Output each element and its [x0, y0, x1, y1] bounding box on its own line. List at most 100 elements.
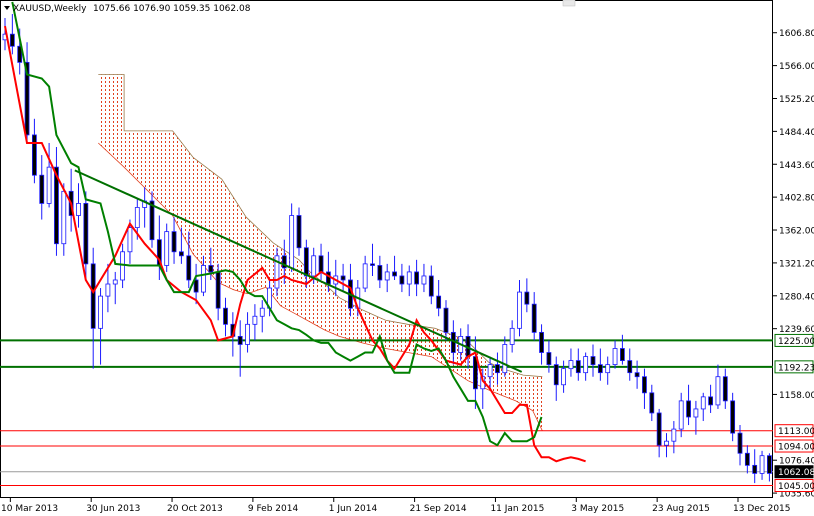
x-tick-label: 11 Jan 2015	[490, 504, 544, 514]
price-label-box	[774, 465, 814, 479]
candle-body	[487, 364, 493, 378]
candle-body	[531, 303, 537, 333]
candle-body	[443, 307, 449, 333]
candle-body	[9, 33, 15, 47]
candle-body	[61, 190, 67, 245]
candle-body	[583, 356, 589, 374]
x-tick-label: 3 May 2015	[571, 504, 624, 514]
candle-body	[671, 428, 677, 442]
x-tick-label: 10 Mar 2013	[1, 504, 58, 514]
y-tick-label: 1321.20	[779, 259, 814, 269]
candle-body	[296, 215, 302, 249]
price-label-text: 1094.00	[778, 443, 814, 453]
price-label-box	[774, 479, 814, 493]
price-labels: 1225.00 1192.23 1113.00 1094.00 1062.08 1045.…	[774, 333, 814, 493]
candle-body	[54, 166, 59, 245]
x-tick-label: 13 Dec 2015	[733, 504, 791, 514]
candle-body	[245, 323, 250, 345]
plot-frame	[0, 0, 773, 498]
x-tick-label: 23 Aug 2015	[652, 504, 710, 514]
candle-body	[362, 263, 368, 289]
candle-body	[715, 376, 721, 406]
y-tick-label: 1606.80	[779, 29, 814, 39]
candle-body	[509, 327, 515, 345]
candle-body	[281, 255, 287, 269]
candle-body	[384, 271, 390, 281]
candle-body	[700, 396, 706, 410]
indicator-lines	[4, 1, 586, 463]
scroll-button[interactable]	[562, 0, 576, 7]
candle-body	[201, 265, 206, 293]
candle-body	[605, 364, 611, 374]
candle-body	[590, 356, 596, 366]
plot-area	[0, 1, 773, 487]
candle-body	[656, 412, 662, 446]
symbol-label: XAUUSD,Weekly	[13, 4, 87, 14]
price-label-box	[774, 439, 814, 453]
trendline	[74, 169, 523, 373]
candle-body	[303, 247, 309, 277]
candle-body	[370, 263, 375, 266]
x-tick-label: 1 Jun 2014	[329, 504, 378, 514]
price-label-text: 1192.23	[778, 363, 814, 373]
tenkan-line	[4, 25, 586, 463]
candle-body	[406, 271, 412, 285]
candle-body	[83, 203, 89, 265]
candle-body	[32, 134, 37, 176]
y-tick-label: 1525.20	[779, 95, 814, 105]
candles	[2, 14, 772, 484]
y-tick-label: 1484.40	[779, 128, 814, 138]
y-tick-label: 1362.00	[779, 227, 814, 237]
candle-body	[127, 227, 133, 253]
candle-body	[620, 348, 625, 361]
trendline-layer	[74, 169, 523, 373]
candle-body	[98, 295, 103, 329]
x-tick-label: 9 Feb 2014	[248, 504, 299, 514]
price-label-box	[774, 360, 814, 374]
candle-body	[568, 360, 574, 370]
candle-body	[90, 263, 96, 329]
candle-body	[105, 283, 111, 297]
price-label-box	[774, 333, 814, 347]
y-tick-label: 1076.40	[779, 457, 814, 467]
candle-body	[24, 61, 30, 136]
candle-body	[517, 291, 522, 329]
y-tick-label: 1158.00	[779, 391, 814, 401]
candle-body	[414, 271, 420, 285]
candle-body	[171, 231, 177, 253]
candle-body	[39, 174, 45, 204]
candle-body	[274, 255, 280, 289]
candle-body	[730, 400, 736, 434]
x-tick-label: 20 Oct 2013	[167, 504, 223, 514]
candle-body	[120, 251, 125, 281]
price-label-text: 1062.08	[778, 468, 814, 478]
dropdown-arrow-icon[interactable]	[4, 6, 10, 10]
candle-body	[259, 307, 265, 317]
price-label-box	[774, 424, 814, 438]
cloud-top-line	[98, 74, 543, 378]
x-tick-label: 21 Sep 2014	[410, 504, 467, 514]
x-axis: 10 Mar 2013 30 Jun 2013 20 Oct 2013 9 Feb 2…	[1, 498, 791, 514]
candle-body	[612, 348, 618, 366]
candle-body	[223, 307, 228, 325]
candle-body	[289, 215, 295, 269]
candle-body	[539, 331, 544, 353]
y-tick-label: 1280.40	[779, 292, 814, 302]
candle-body	[722, 376, 728, 402]
candle-body	[392, 271, 397, 277]
candle-body	[186, 255, 192, 281]
candle-body	[627, 360, 633, 374]
candle-body	[421, 275, 427, 285]
candle-body	[744, 452, 750, 466]
candle-body	[17, 45, 23, 63]
candle-body	[737, 432, 743, 454]
candle-body	[112, 279, 118, 285]
y-tick-label: 1239.60	[779, 325, 814, 335]
candle-body	[553, 364, 559, 386]
candle-body	[634, 372, 640, 378]
candle-body	[377, 265, 383, 281]
price-label-text: 1225.00	[778, 337, 814, 347]
candle-body	[708, 396, 713, 406]
candle-body	[575, 360, 581, 374]
candle-body	[597, 364, 603, 374]
